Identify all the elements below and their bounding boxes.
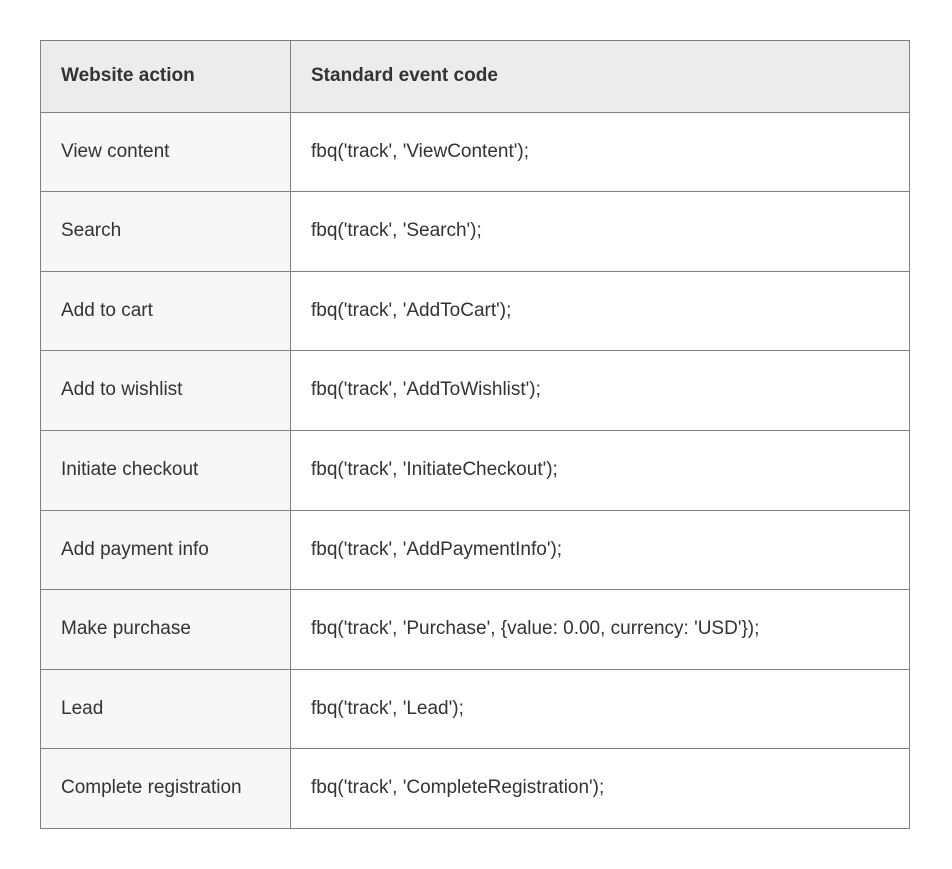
- cell-action: Complete registration: [41, 749, 291, 829]
- cell-action: Add payment info: [41, 510, 291, 590]
- cell-action: View content: [41, 112, 291, 192]
- cell-code: fbq('track', 'Lead');: [291, 669, 910, 749]
- cell-action: Make purchase: [41, 590, 291, 670]
- table-row: Add payment info fbq('track', 'AddPaymen…: [41, 510, 910, 590]
- table-row: Make purchase fbq('track', 'Purchase', {…: [41, 590, 910, 670]
- cell-code: fbq('track', 'Purchase', {value: 0.00, c…: [291, 590, 910, 670]
- col-header-action: Website action: [41, 41, 291, 113]
- cell-action: Add to cart: [41, 271, 291, 351]
- col-header-code: Standard event code: [291, 41, 910, 113]
- cell-code: fbq('track', 'AddPaymentInfo');: [291, 510, 910, 590]
- cell-action: Initiate checkout: [41, 430, 291, 510]
- cell-code: fbq('track', 'InitiateCheckout');: [291, 430, 910, 510]
- table-row: Add to cart fbq('track', 'AddToCart');: [41, 271, 910, 351]
- table-row: Initiate checkout fbq('track', 'Initiate…: [41, 430, 910, 510]
- cell-code: fbq('track', 'AddToWishlist');: [291, 351, 910, 431]
- table-row: Complete registration fbq('track', 'Comp…: [41, 749, 910, 829]
- table-row: View content fbq('track', 'ViewContent')…: [41, 112, 910, 192]
- cell-action: Lead: [41, 669, 291, 749]
- cell-code: fbq('track', 'AddToCart');: [291, 271, 910, 351]
- cell-action: Search: [41, 192, 291, 272]
- table-row: Add to wishlist fbq('track', 'AddToWishl…: [41, 351, 910, 431]
- table-header-row: Website action Standard event code: [41, 41, 910, 113]
- table-row: Lead fbq('track', 'Lead');: [41, 669, 910, 749]
- cell-code: fbq('track', 'ViewContent');: [291, 112, 910, 192]
- table-row: Search fbq('track', 'Search');: [41, 192, 910, 272]
- cell-code: fbq('track', 'CompleteRegistration');: [291, 749, 910, 829]
- cell-action: Add to wishlist: [41, 351, 291, 431]
- events-table: Website action Standard event code View …: [40, 40, 910, 829]
- cell-code: fbq('track', 'Search');: [291, 192, 910, 272]
